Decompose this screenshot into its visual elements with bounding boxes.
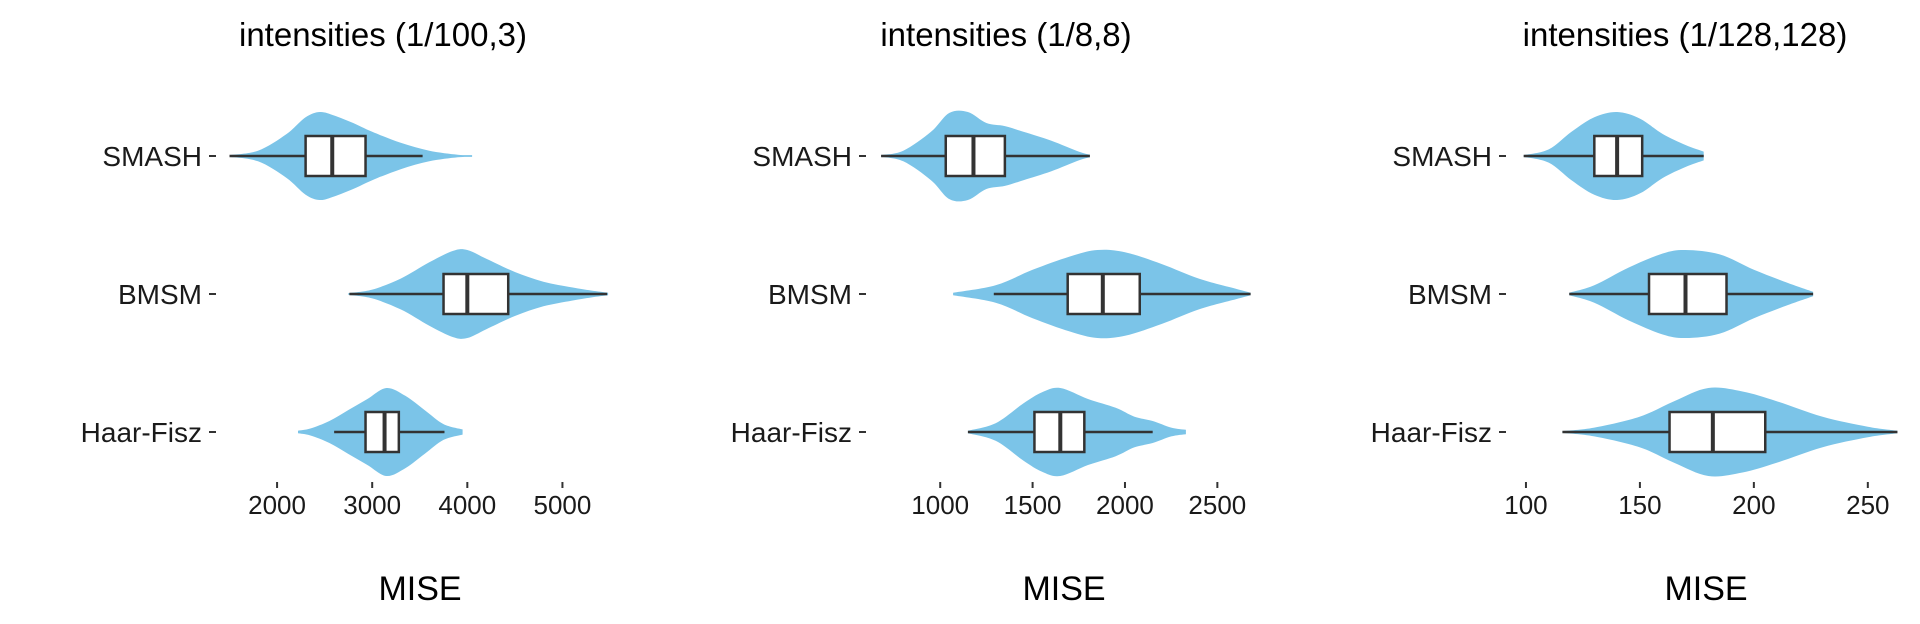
- category-label-haar-fisz: Haar-Fisz: [81, 417, 202, 448]
- category-label-haar-fisz: Haar-Fisz: [731, 417, 852, 448]
- box-haar-fisz: [364, 410, 401, 454]
- panel-3: intensities (1/128,128) MISE: [1523, 16, 1848, 608]
- panel-1-plot: SMASH BMSM Haar-Fisz 2000 3000 4000 5000: [81, 111, 609, 520]
- x-tick-label: 1000: [911, 490, 969, 520]
- x-tick-label: 2500: [1188, 490, 1246, 520]
- x-tick-label: 2000: [248, 490, 306, 520]
- category-label-haar-fisz: Haar-Fisz: [1371, 417, 1492, 448]
- box-smash: [304, 134, 367, 178]
- panel-3-plot: SMASH BMSM Haar-Fisz 100 150 200 250: [1371, 111, 1898, 520]
- box-haar-fisz: [1668, 410, 1767, 454]
- category-label-smash: SMASH: [102, 141, 202, 172]
- panel-2: intensities (1/8,8) MISE: [880, 16, 1131, 608]
- category-label-smash: SMASH: [752, 141, 852, 172]
- panel-2-title: intensities (1/8,8): [880, 16, 1131, 53]
- x-tick-label: 5000: [534, 490, 592, 520]
- panel-3-xlabel: MISE: [1664, 570, 1747, 608]
- x-tick-label: 4000: [438, 490, 496, 520]
- category-label-bmsm: BMSM: [118, 279, 202, 310]
- box-bmsm: [1647, 272, 1728, 316]
- panel-1-xlabel: MISE: [378, 570, 461, 608]
- x-tick-label: 150: [1618, 490, 1661, 520]
- x-tick-label: 250: [1846, 490, 1889, 520]
- panel-1-title: intensities (1/100,3): [239, 16, 527, 53]
- x-tick-label: 1500: [1004, 490, 1062, 520]
- box-bmsm: [442, 272, 510, 316]
- panel-1: intensities (1/100,3) MISE: [239, 16, 527, 608]
- panel-2-xlabel: MISE: [1022, 570, 1105, 608]
- panel-3-title: intensities (1/128,128): [1523, 16, 1848, 53]
- category-label-bmsm: BMSM: [1408, 279, 1492, 310]
- x-tick-label: 200: [1732, 490, 1775, 520]
- x-tick-label: 100: [1504, 490, 1547, 520]
- category-label-bmsm: BMSM: [768, 279, 852, 310]
- category-label-smash: SMASH: [1392, 141, 1492, 172]
- x-tick-label: 3000: [343, 490, 401, 520]
- x-tick-label: 2000: [1096, 490, 1154, 520]
- panel-2-plot: SMASH BMSM Haar-Fisz 1000 1500 2000 2500: [731, 110, 1251, 520]
